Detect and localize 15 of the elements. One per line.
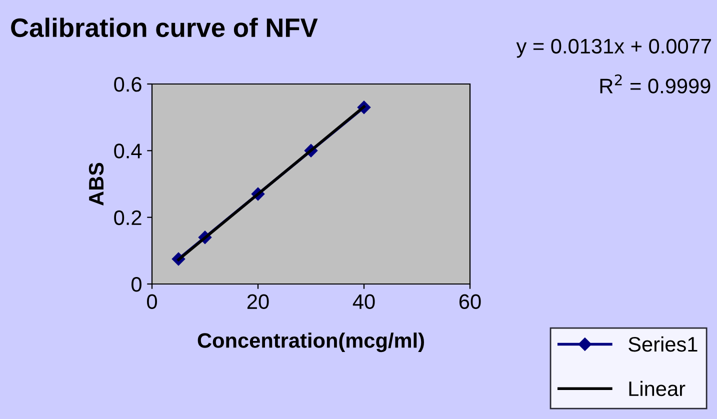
y-tick-label: 0.6 [114, 77, 142, 92]
chart-title: Calibration curve of NFV [11, 18, 318, 38]
text: R$^{2}$ = 0.9999 [600, 74, 710, 94]
y-tick-label: 0.4 [114, 144, 142, 158]
x-tick-label: 60 [459, 294, 481, 310]
y-axis-title: ABS [88, 162, 104, 206]
x-tick-label: 40 [352, 294, 375, 310]
legend-label: Linear [629, 380, 686, 396]
y-tick-label: 0.2 [114, 210, 142, 226]
y-tick-label: 0 [132, 277, 142, 292]
x-axis-title: Concentration(mcg/ml) [198, 332, 424, 352]
text: y = 0.0131x + 0.0077 [516, 38, 711, 58]
x-tick-label: 20 [247, 294, 269, 310]
legend-label: Series1 [628, 336, 698, 352]
x-tick-label: 0 [147, 294, 157, 310]
